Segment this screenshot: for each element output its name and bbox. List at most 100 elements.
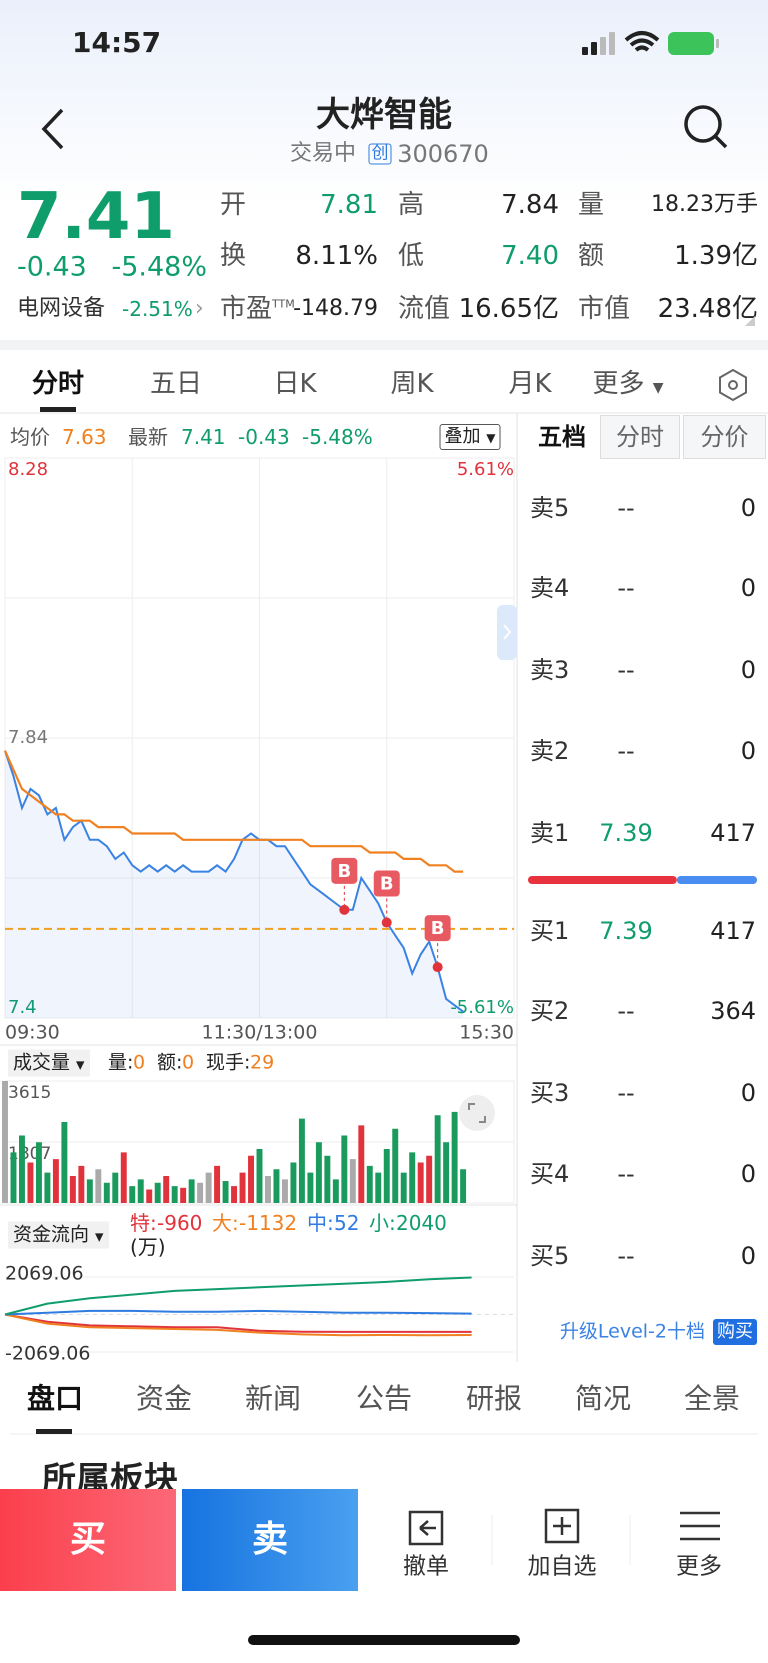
- y2-tick-label: 5.61%: [457, 459, 514, 480]
- period-tab[interactable]: 分时: [31, 369, 85, 399]
- stock-name: 大烨智能: [316, 95, 452, 135]
- field-label: 换: [220, 241, 247, 271]
- volume-bar: [222, 1181, 229, 1203]
- marker-tag: [331, 857, 358, 884]
- latest-change: -0.43: [238, 425, 290, 449]
- buy-label[interactable]: 买: [69, 1519, 107, 1560]
- book-volume: 0: [740, 494, 756, 522]
- volume-bar: [78, 1165, 85, 1203]
- volume-selector[interactable]: 成交量 ▼: [8, 1049, 90, 1077]
- latest-change-pct: -5.48%: [302, 425, 373, 449]
- volume-bar: [52, 1159, 59, 1203]
- marker-tag: [424, 915, 451, 942]
- y-tick-label: 8.28: [8, 459, 48, 480]
- volume-bar: [273, 1169, 280, 1203]
- action-label[interactable]: 更多: [676, 1553, 722, 1580]
- side-toggle-arrow: [503, 624, 512, 640]
- volume-bar: [298, 1118, 305, 1203]
- volume-bar: [434, 1115, 441, 1203]
- watchlist-icon[interactable]: [544, 1508, 580, 1544]
- info-tab[interactable]: 全景: [683, 1382, 741, 1415]
- book-label: 卖3: [530, 656, 570, 684]
- period-tab[interactable]: 五日: [149, 369, 203, 399]
- marker-dot: [339, 904, 350, 915]
- legend-name: 中:: [307, 1211, 334, 1235]
- flow-line: [4, 1313, 472, 1337]
- flow-selector[interactable]: 资金流向 ▼: [8, 1221, 109, 1249]
- period-tab[interactable]: 日K: [273, 369, 317, 399]
- buy-button[interactable]: [0, 1489, 176, 1591]
- cancel-icon[interactable]: [408, 1510, 444, 1546]
- volume-bar: [332, 1179, 339, 1203]
- book-tab[interactable]: 五档: [538, 423, 586, 451]
- split-red: [528, 876, 677, 884]
- action-label[interactable]: 加自选: [527, 1553, 597, 1580]
- book-price: --: [617, 1160, 635, 1188]
- book-price: --: [617, 656, 635, 684]
- price-change: -0.43: [17, 251, 87, 283]
- tab-bg: [600, 415, 680, 459]
- x-tick-label: 09:30: [5, 1022, 60, 1044]
- volume-bar: [443, 1142, 450, 1203]
- battery-tip: [716, 39, 719, 48]
- more-icon[interactable]: [680, 1511, 720, 1541]
- split-blue: [676, 876, 757, 884]
- volume-bar: [44, 1172, 51, 1203]
- price-change-pct: -5.48%: [111, 251, 207, 283]
- search-button[interactable]: [684, 105, 722, 143]
- book-label: 买3: [530, 1079, 570, 1107]
- book-price: --: [617, 1079, 635, 1107]
- book-tab[interactable]: 分时: [616, 423, 664, 451]
- x-tick-label: 11:30/13:00: [202, 1022, 318, 1044]
- field-value: -148.79: [293, 296, 378, 321]
- sell-label[interactable]: 卖: [251, 1519, 289, 1560]
- period-tab[interactable]: 月K: [508, 369, 552, 399]
- volume-bar: [154, 1182, 161, 1203]
- info-tab[interactable]: 资金: [135, 1382, 193, 1415]
- y-tick-label: 7.4: [8, 997, 37, 1018]
- period-tab[interactable]: 更多 ▼: [592, 369, 664, 399]
- book-volume: 0: [740, 656, 756, 684]
- y-tick-label: 7.84: [8, 727, 48, 748]
- volume-bar: [69, 1176, 76, 1203]
- expand-button[interactable]: [459, 1095, 495, 1131]
- sell-button[interactable]: [182, 1489, 358, 1591]
- volume-bar: [349, 1159, 356, 1203]
- volume-bar: [426, 1155, 433, 1203]
- info-tab[interactable]: 新闻: [244, 1382, 302, 1415]
- legend-value: -960: [157, 1211, 203, 1235]
- back-button[interactable]: [41, 108, 64, 150]
- legend-value: -1132: [239, 1211, 298, 1235]
- overlay-button[interactable]: 叠加 ▼: [439, 424, 501, 450]
- volume-bar: [256, 1149, 263, 1203]
- side-toggle[interactable]: [497, 605, 517, 660]
- flow-unit: (万): [130, 1235, 166, 1259]
- book-volume: 364: [710, 997, 756, 1025]
- book-price: 7.39: [599, 917, 653, 945]
- stat-value: 0: [182, 1051, 195, 1074]
- buy-l2-button[interactable]: 购买: [713, 1319, 757, 1345]
- info-tab[interactable]: 研报: [465, 1382, 523, 1415]
- info-tab[interactable]: 公告: [355, 1382, 413, 1415]
- book-price: --: [617, 574, 635, 602]
- period-tab[interactable]: 周K: [390, 369, 434, 399]
- volume-bar: [188, 1179, 195, 1203]
- upgrade-link[interactable]: 升级Level-2十档: [559, 1320, 705, 1343]
- field-label: 市盈TTM: [220, 294, 295, 324]
- expand-icon: [468, 1103, 486, 1123]
- volume-bar: [417, 1162, 424, 1203]
- volume-bar: [239, 1172, 246, 1203]
- y-tick-label: -2069.06: [5, 1343, 90, 1365]
- field-value: 7.40: [501, 241, 559, 271]
- field-label: 流值: [398, 294, 451, 324]
- info-tab[interactable]: 简况: [574, 1382, 632, 1415]
- settings-icon[interactable]: [719, 368, 747, 402]
- flow-line: [4, 1313, 472, 1333]
- info-tab[interactable]: 盘口: [26, 1382, 84, 1415]
- volume-bar: [324, 1155, 331, 1203]
- sector-arrow[interactable]: ›: [195, 296, 204, 321]
- action-label[interactable]: 撤单: [403, 1553, 449, 1580]
- volume-bar: [61, 1122, 68, 1203]
- book-tab[interactable]: 分价: [700, 423, 749, 451]
